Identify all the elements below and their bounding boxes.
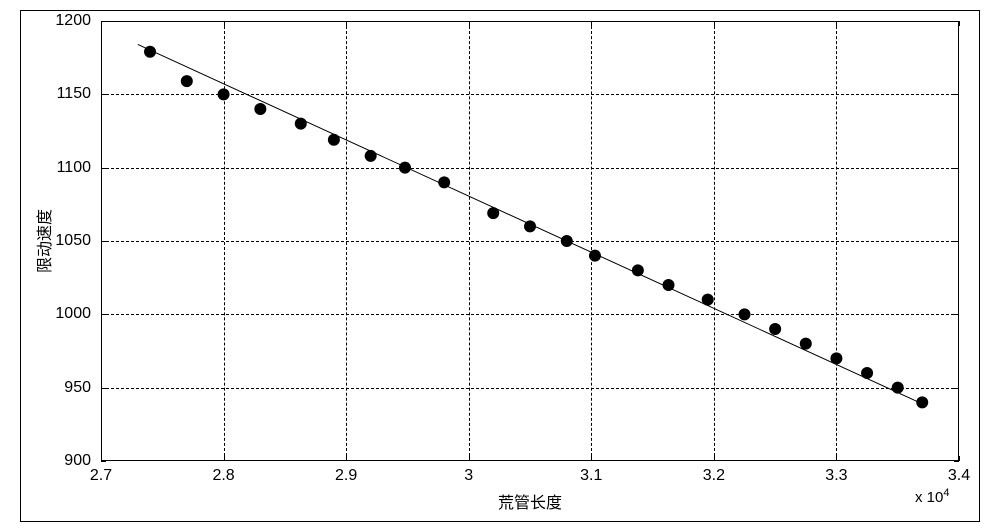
y-tick <box>101 94 106 95</box>
x-tick-top <box>224 21 225 26</box>
x-tick-top <box>959 21 960 26</box>
x-tick <box>469 456 470 461</box>
data-point <box>561 235 573 247</box>
x-tick <box>346 456 347 461</box>
x-axis-exponent: x 104 <box>915 487 949 506</box>
x-tick <box>224 456 225 461</box>
x-tick-label: 3.1 <box>580 467 602 485</box>
y-tick-label: 900 <box>64 452 91 470</box>
figure-outer-frame: 2.7 2.8 2.9 3 3.1 3.2 3.3 3.4 900 950 1000 1050 110… <box>20 10 980 522</box>
data-point <box>702 294 714 306</box>
x-tick-label: 2.8 <box>212 467 234 485</box>
data-point <box>524 220 536 232</box>
data-point <box>830 352 842 364</box>
y-tick <box>101 241 106 242</box>
x-tick-label: 3.2 <box>703 467 725 485</box>
y-tick-right <box>954 241 959 242</box>
data-point <box>254 103 266 115</box>
x-tick-top <box>836 21 837 26</box>
x-tick <box>836 456 837 461</box>
data-point <box>295 118 307 130</box>
x-tick-top <box>591 21 592 26</box>
data-point <box>632 264 644 276</box>
data-point <box>663 279 675 291</box>
data-point <box>144 46 156 58</box>
data-point <box>399 162 411 174</box>
y-tick <box>101 21 106 22</box>
data-point <box>328 134 340 146</box>
y-tick-right <box>954 388 959 389</box>
x-tick <box>714 456 715 461</box>
y-tick-label: 1200 <box>55 12 91 30</box>
x-tick <box>959 456 960 461</box>
x-tick <box>591 456 592 461</box>
data-point <box>769 323 781 335</box>
y-tick <box>101 388 106 389</box>
data-point <box>365 150 377 162</box>
y-tick-label: 1100 <box>57 159 91 177</box>
y-tick-right <box>954 461 959 462</box>
data-point <box>800 338 812 350</box>
data-point <box>861 367 873 379</box>
x-tick-label: 3.3 <box>825 467 847 485</box>
y-axis-label: 限动速度 <box>31 209 55 273</box>
x-tick-label: 3.4 <box>948 467 970 485</box>
data-point <box>589 250 601 262</box>
y-tick <box>101 168 106 169</box>
x-tick-top <box>346 21 347 26</box>
x-tick-label: 3 <box>464 467 473 485</box>
y-tick-right <box>954 314 959 315</box>
data-point <box>218 88 230 100</box>
data-point <box>438 176 450 188</box>
x-tick-label: 2.9 <box>335 467 357 485</box>
data-point <box>892 382 904 394</box>
data-point <box>181 75 193 87</box>
y-tick-label: 950 <box>64 379 91 397</box>
chart-svg <box>101 21 959 461</box>
x-axis-label: 荒管长度 <box>498 489 562 513</box>
x-tick-top <box>469 21 470 26</box>
y-tick <box>101 314 106 315</box>
x-tick-top <box>714 21 715 26</box>
y-tick <box>101 461 106 462</box>
y-tick-right <box>954 21 959 22</box>
y-tick-label: 1000 <box>55 305 91 323</box>
data-point <box>739 308 751 320</box>
y-tick-label: 1050 <box>55 232 91 250</box>
y-tick-label: 1150 <box>57 85 91 103</box>
plot-area <box>101 21 959 461</box>
y-tick-right <box>954 94 959 95</box>
data-point <box>487 207 499 219</box>
x-tick-label: 2.7 <box>90 467 112 485</box>
y-tick-right <box>954 168 959 169</box>
data-point <box>916 396 928 408</box>
